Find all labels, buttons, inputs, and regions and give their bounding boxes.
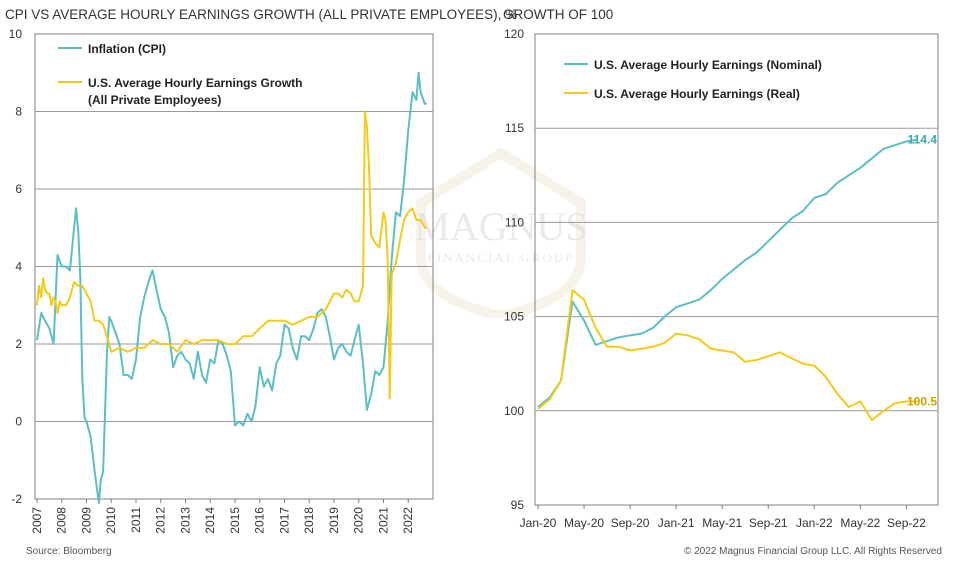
right-y-tick-label: 95 (511, 498, 525, 512)
right-y-tick-label: 110 (505, 215, 524, 229)
left-y-tick-label: 0 (15, 415, 22, 429)
left-x-tick-label: 2022 (401, 507, 415, 534)
right-x-tick-label: Sep-20 (611, 516, 650, 530)
right-y-tick-label: 120 (504, 27, 524, 41)
legend-label-wage-growth-line-2: (All Private Employees) (88, 93, 221, 107)
wage-growth-line (36, 110, 427, 400)
left-x-tick-label: 2008 (55, 507, 69, 534)
left-x-tick-label: 2021 (376, 507, 390, 534)
copyright-note: © 2022 Magnus Financial Group LLC. All R… (683, 546, 942, 557)
legend-label-wage-growth: U.S. Average Hourly Earnings Growth (All … (88, 76, 303, 107)
right-x-tick-label: May-22 (840, 516, 880, 530)
left-y-tick-label: 6 (15, 182, 22, 196)
left-x-tick-label: 2011 (129, 507, 143, 533)
right-x-tick-label: May-20 (564, 516, 604, 530)
left-x-tick-label: 2017 (277, 507, 291, 534)
left-x-tick-label: 2020 (352, 507, 366, 534)
left-x-tick-label: 2007 (30, 507, 44, 534)
right-plot-frame (534, 33, 939, 506)
left-x-tick-label: 2013 (178, 507, 192, 534)
legend-label-real: U.S. Average Hourly Earnings (Real) (594, 87, 800, 101)
left-x-tick-label: 2010 (104, 507, 118, 534)
left-chart-title: CPI VS AVERAGE HOURLY EARNINGS GROWTH (A… (5, 7, 518, 22)
left-x-tick-label: 2015 (228, 507, 242, 534)
right-chart-title: GROWTH OF 100 (503, 7, 614, 22)
left-y-tick-label: 8 (15, 105, 22, 119)
left-x-tick-label: 2018 (302, 507, 316, 534)
left-y-tick-label: 10 (9, 27, 23, 41)
source-note: Source: Bloomberg (26, 546, 112, 557)
right-y-tick-label: 115 (505, 121, 524, 135)
nominal-end-label: 114.4 (908, 133, 938, 147)
right-x-tick-label: Sep-21 (749, 516, 788, 530)
real-earnings-line (537, 289, 918, 422)
left-x-tick-label: 2016 (253, 507, 267, 534)
legend-label-nominal: U.S. Average Hourly Earnings (Nominal) (594, 58, 822, 72)
right-x-tick-label: Jan-20 (520, 516, 557, 530)
left-x-tick-label: 2014 (203, 507, 217, 534)
right-x-tick-label: Jan-22 (796, 516, 833, 530)
left-x-tick-label: 2012 (154, 507, 168, 534)
right-y-tick-label: 100 (504, 404, 524, 418)
legend-label-cpi: Inflation (CPI) (88, 42, 166, 56)
left-x-tick-label: 2009 (79, 507, 93, 534)
left-y-tick-label: 4 (15, 260, 22, 274)
right-x-tick-label: Jan-21 (658, 516, 695, 530)
left-x-tick-label: 2019 (327, 507, 341, 534)
right-x-tick-label: May-21 (702, 516, 742, 530)
nominal-earnings-line (537, 138, 919, 408)
real-end-label: 100.5 (907, 394, 937, 408)
legend-label-wage-growth-line-1: U.S. Average Hourly Earnings Growth (88, 76, 303, 90)
right-x-tick-label: Sep-22 (887, 516, 926, 530)
right-y-tick-label: 105 (504, 310, 524, 324)
left-y-tick-label: -2 (11, 492, 22, 506)
cpi-line (36, 71, 427, 504)
left-y-tick-label: 2 (15, 337, 22, 351)
